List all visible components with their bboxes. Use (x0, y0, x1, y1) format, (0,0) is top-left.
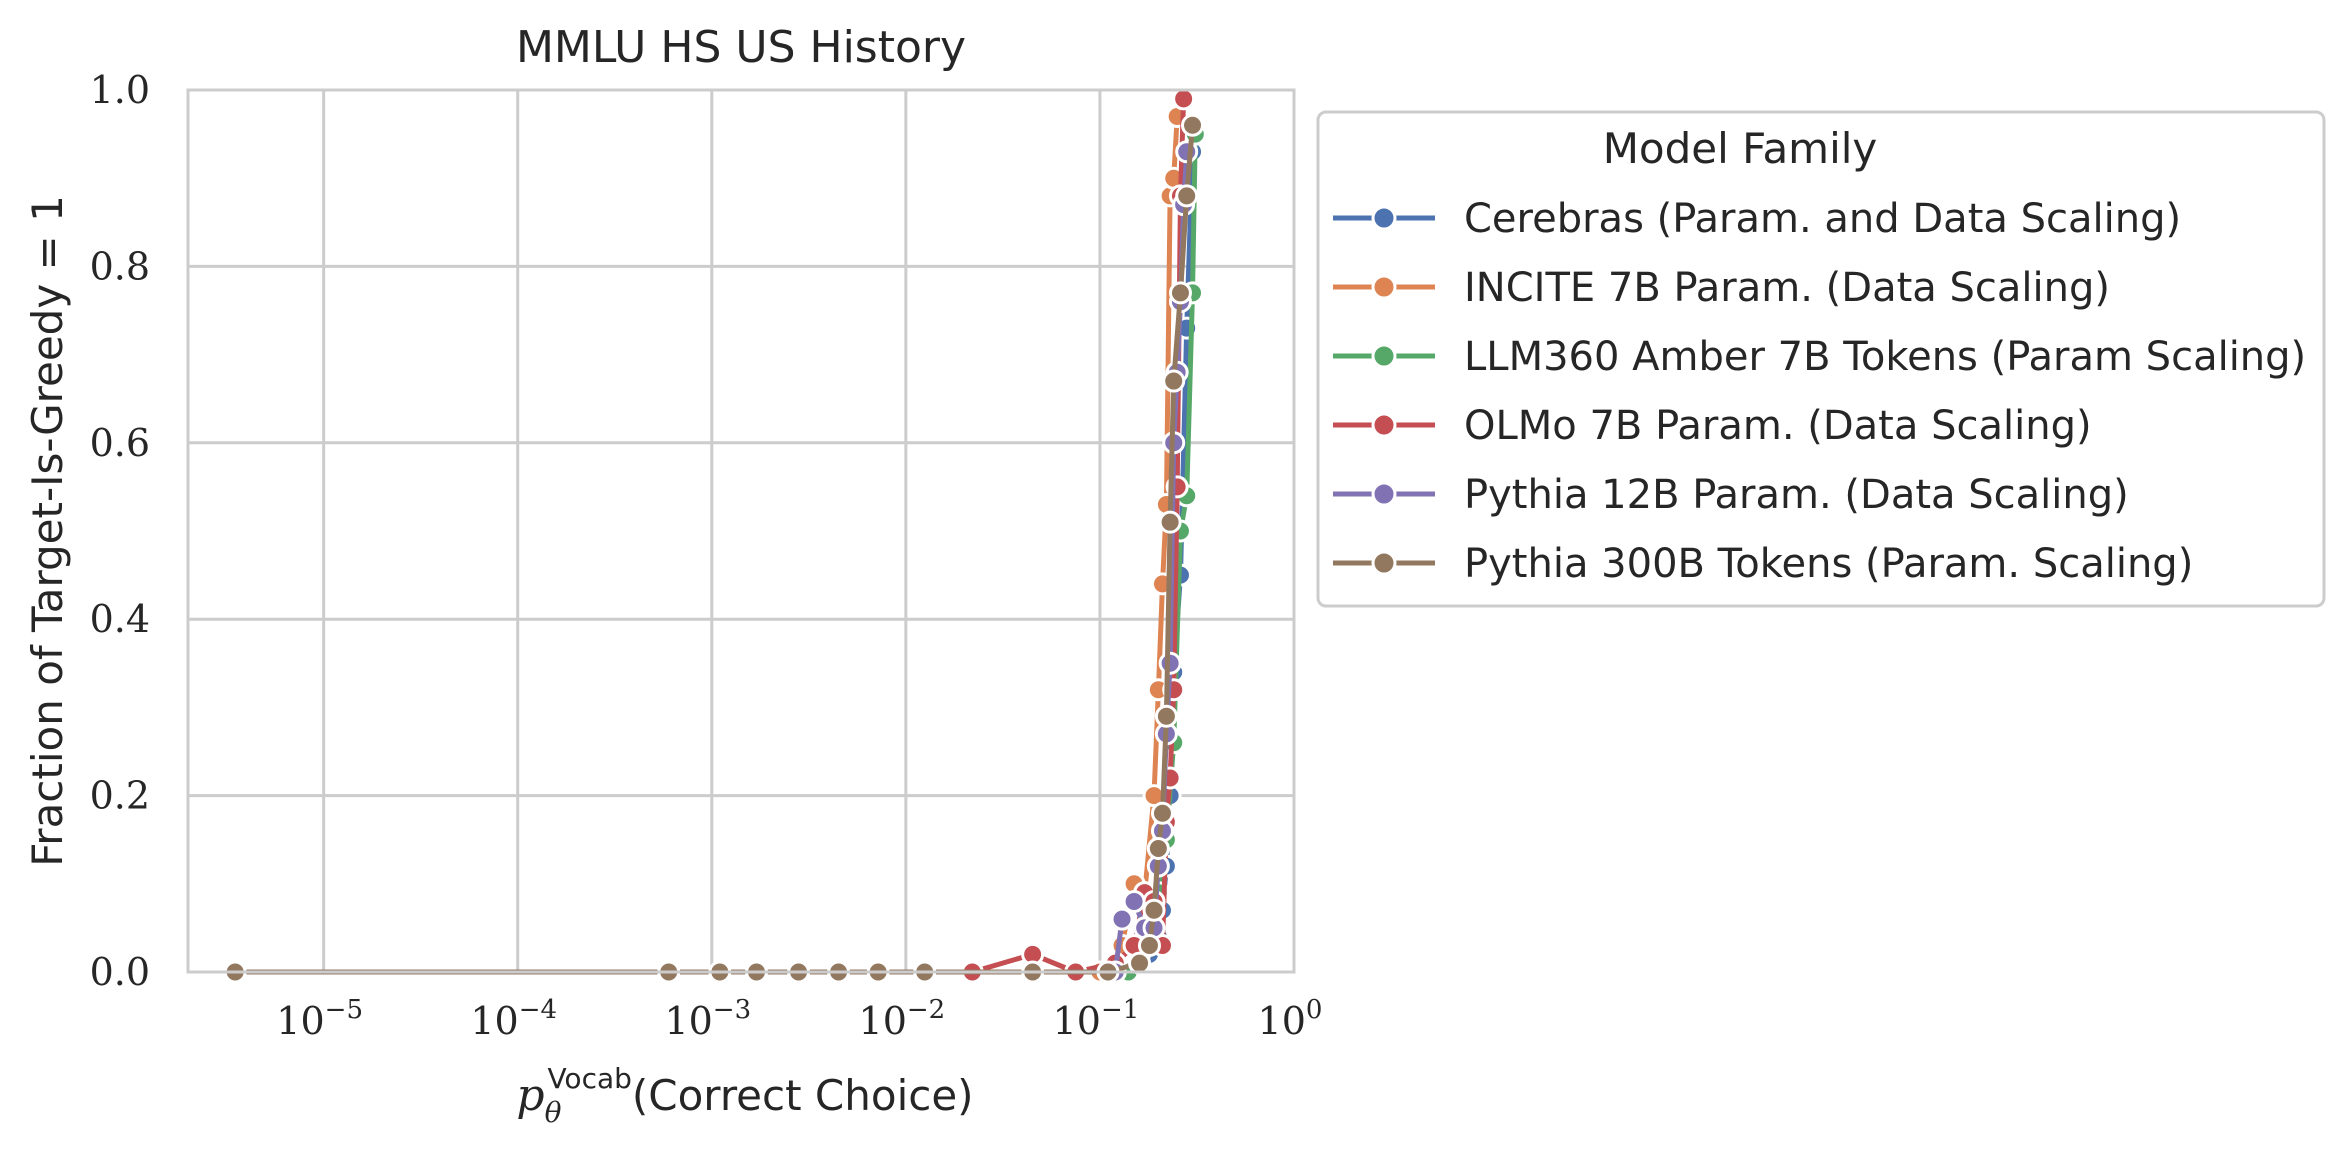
legend-marker (1371, 343, 1397, 369)
data-point (1158, 651, 1182, 675)
legend-marker (1371, 550, 1397, 576)
data-point (1162, 369, 1186, 393)
legend-item: Pythia 300B Tokens (Param. Scaling) (1333, 541, 2193, 587)
x-tick-exponent: 0 (1306, 995, 1323, 1025)
legend-item: OLMo 7B Param. (Data Scaling) (1333, 403, 2092, 449)
legend-label: INCITE 7B Param. (Data Scaling) (1464, 265, 2110, 311)
x-tick-exponent: −1 (1101, 995, 1139, 1025)
y-tick-label: 0.6 (90, 421, 150, 465)
x-tick-label: 10−2 (859, 995, 946, 1043)
y-tick-label: 0.8 (90, 244, 150, 288)
x-label-rest: (Correct Choice) (632, 1071, 974, 1120)
plot-frame (186, 88, 1296, 974)
series-6 (223, 113, 1205, 984)
x-tick-label: 10−1 (1053, 995, 1140, 1043)
x-tick-base: 10 (1258, 999, 1306, 1043)
data-point (1172, 87, 1196, 111)
x-tick-label: 10−4 (470, 995, 557, 1043)
x-tick-base: 10 (276, 999, 324, 1043)
legend-item: INCITE 7B Param. (Data Scaling) (1333, 265, 2110, 311)
x-label-base: p (516, 1070, 544, 1121)
legend-label: OLMo 7B Param. (Data Scaling) (1464, 403, 2092, 449)
y-tick-label: 0.4 (90, 597, 150, 641)
plot-series (223, 87, 1207, 984)
x-tick-base: 10 (859, 999, 907, 1043)
legend-items: Cerebras (Param. and Data Scaling) INCITE… (1333, 196, 2306, 587)
data-point (1146, 837, 1170, 861)
legend-marker (1371, 412, 1397, 438)
data-point (1154, 704, 1178, 728)
data-point (1150, 801, 1174, 825)
legend-title: Model Family (1603, 124, 1878, 173)
legend-label: LLM360 Amber 7B Tokens (Param Scaling) (1464, 334, 2306, 380)
legend-label: Cerebras (Param. and Data Scaling) (1464, 196, 2181, 242)
data-point (1142, 898, 1166, 922)
legend-label: Pythia 300B Tokens (Param. Scaling) (1464, 541, 2193, 587)
data-point (1137, 934, 1161, 958)
data-point (1158, 510, 1182, 534)
series-line (235, 125, 1195, 975)
x-tick-label: 10−5 (276, 995, 363, 1043)
x-axis-label: pθVocab(Correct Choice) (516, 1062, 973, 1129)
x-tick-label: 10−3 (664, 995, 751, 1043)
data-point (1110, 907, 1134, 931)
x-tick-exponent: −2 (907, 995, 945, 1025)
legend-item: Pythia 12B Param. (Data Scaling) (1333, 472, 2129, 518)
data-point (1175, 184, 1199, 208)
legend-label: Pythia 12B Param. (Data Scaling) (1464, 472, 2129, 518)
legend-marker (1371, 481, 1397, 507)
data-point (1175, 140, 1199, 164)
y-tick-label: 0.0 (90, 950, 150, 994)
x-tick-label: 100 (1258, 995, 1323, 1043)
plot-grid (188, 88, 1296, 974)
x-tick-base: 10 (1053, 999, 1101, 1043)
legend-item: Cerebras (Param. and Data Scaling) (1333, 196, 2181, 242)
data-point (1181, 113, 1205, 137)
y-axis-label: Fraction of Target-Is-Greedy = 1 (23, 195, 72, 867)
data-point (1122, 889, 1146, 913)
x-label-sub: θ (545, 1096, 562, 1129)
x-label-sup: Vocab (547, 1062, 631, 1095)
chart-title: MMLU HS US History (516, 22, 966, 73)
x-tick-base: 10 (664, 999, 712, 1043)
x-tick-base: 10 (470, 999, 518, 1043)
legend-marker (1371, 205, 1397, 231)
legend-box (1316, 110, 2326, 608)
y-tick-label: 0.2 (90, 774, 150, 818)
x-tick-exponent: −4 (519, 995, 557, 1025)
x-tick-exponent: −3 (713, 995, 751, 1025)
tick-labels: 10−5 10−4 10−3 10−2 10−1 1000.00.20.40.60.81.… (90, 68, 1323, 1043)
legend-marker (1371, 274, 1397, 300)
data-point (1168, 281, 1192, 305)
legend-item: LLM360 Amber 7B Tokens (Param Scaling) (1333, 334, 2306, 380)
legend: Model Family Cerebras (Param. and Data S… (1316, 110, 2326, 608)
x-tick-exponent: −5 (325, 995, 363, 1025)
y-tick-label: 1.0 (90, 68, 150, 112)
